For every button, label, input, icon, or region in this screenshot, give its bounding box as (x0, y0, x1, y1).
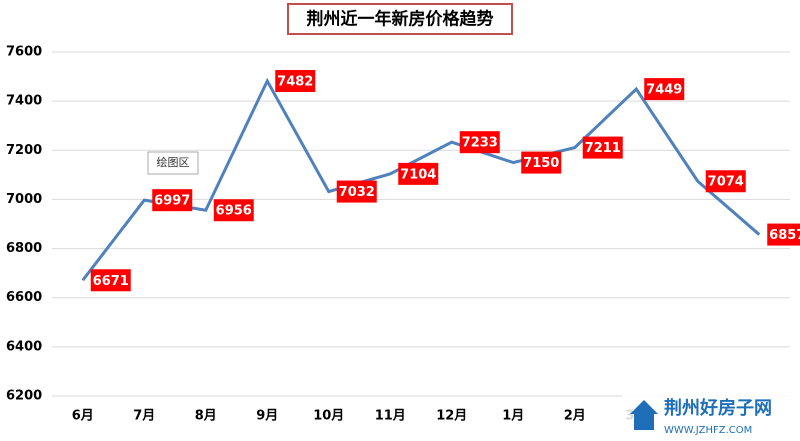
y-tick-label: 7200 (6, 143, 42, 158)
value-label-bg (459, 131, 500, 154)
x-tick-label: 10月 (313, 409, 344, 424)
value-label-bg (705, 170, 746, 193)
y-tick-label: 6400 (6, 339, 42, 354)
x-tick-label: 11月 (375, 409, 406, 424)
tooltip: 绘图区 (157, 155, 190, 169)
x-tick-label: 2月 (564, 409, 586, 424)
value-label-bg (398, 162, 439, 185)
value-label: 7233 (462, 136, 498, 151)
watermark-url: WWW.JZHFZ.COM (664, 425, 752, 436)
x-tick-label: 8月 (195, 409, 217, 424)
watermark: 荆州好房子网 WWW.JZHFZ.COM (622, 392, 798, 438)
tooltip-box (147, 151, 199, 175)
y-tick-label: 7400 (6, 94, 42, 109)
value-label-bg (767, 223, 800, 246)
watermark-icon (630, 400, 658, 430)
y-tick-label: 6600 (6, 290, 42, 305)
value-label: 7032 (339, 185, 375, 200)
x-tick-label: 12月 (436, 409, 467, 424)
value-label-bg (582, 136, 623, 159)
value-label: 6956 (216, 204, 252, 219)
y-tick-label: 7600 (6, 45, 42, 60)
value-label: 7449 (646, 83, 682, 98)
value-label: 7211 (585, 141, 621, 156)
value-label-bg (521, 151, 562, 174)
value-label-bg (213, 199, 254, 222)
y-tick-label: 6800 (6, 241, 42, 256)
value-label: 6857 (769, 228, 800, 243)
x-tick-label: 6月 (72, 409, 94, 424)
y-tick-label: 6200 (6, 389, 42, 404)
value-label: 7074 (708, 175, 744, 190)
value-label-bg (336, 180, 377, 203)
value-label-bg (90, 269, 131, 292)
value-label-bg (644, 78, 685, 101)
value-label: 7482 (277, 74, 313, 89)
y-tick-label: 7000 (6, 192, 42, 207)
value-label: 7150 (523, 156, 559, 171)
value-label: 6671 (93, 274, 129, 289)
x-tick-label: 7月 (133, 409, 155, 424)
x-tick-label: 9月 (256, 409, 278, 424)
x-tick-label: 1月 (502, 409, 524, 424)
chart-title: 荆州近一年新房价格趋势 (307, 9, 494, 30)
value-label-bg (152, 189, 193, 212)
title-box (287, 3, 513, 35)
value-label-bg (275, 69, 316, 92)
line (81, 77, 761, 282)
watermark-text: 荆州好房子网 (664, 397, 772, 419)
value-label: 7104 (400, 167, 436, 182)
value-label: 6997 (154, 194, 190, 209)
